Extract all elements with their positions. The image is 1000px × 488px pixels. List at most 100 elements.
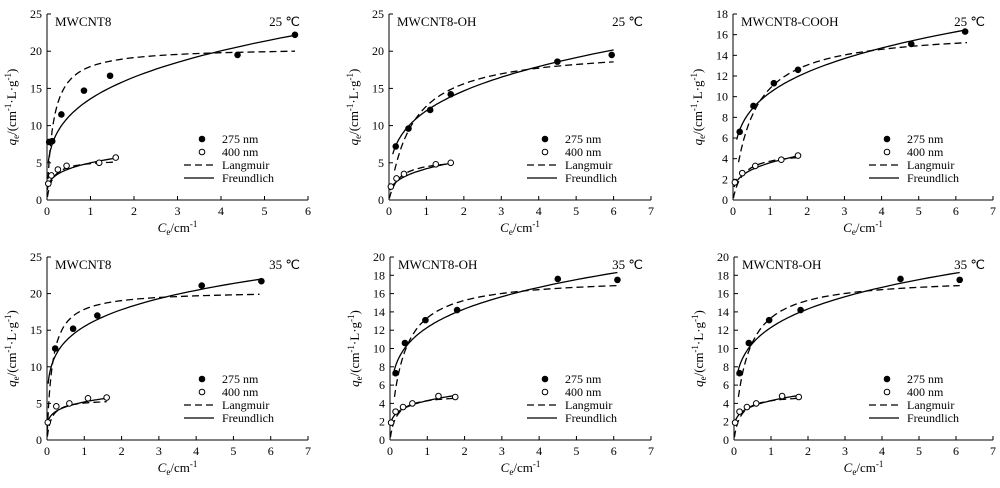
y-tick-label: 10: [717, 342, 729, 356]
point-400nm: [409, 400, 416, 407]
point-275nm: [291, 31, 299, 39]
x-tick-label: 7: [648, 444, 654, 458]
x-tick-label: 0: [387, 444, 393, 458]
chart-panel-3: 0 1 2 3 4 5 6 7024681012141618Ce/cm-1qe/(cm-1·L…: [689, 7, 996, 237]
point-400nm: [112, 154, 120, 161]
langmuir-fit-line: [737, 41, 968, 163]
legend-label: 400 nm: [222, 385, 259, 399]
x-tick-label: 2: [119, 444, 125, 458]
y-tick-label: 2: [723, 415, 729, 429]
point-275nm: [401, 339, 409, 347]
point-275nm: [48, 137, 56, 145]
freundlich-fit-line: [736, 271, 960, 376]
x-tick-label: 6: [953, 444, 959, 458]
point-275nm: [258, 277, 265, 285]
legend-marker-filled: [198, 135, 206, 143]
x-tick-label: 3: [498, 204, 504, 218]
point-275nm: [736, 369, 743, 377]
point-400nm: [63, 162, 70, 170]
legend-label: 400 nm: [565, 145, 602, 159]
point-275nm: [234, 51, 241, 59]
x-tick-label: 2: [462, 444, 468, 458]
y-tick-label: 0: [379, 433, 385, 447]
point-275nm: [392, 143, 400, 150]
legend-label: Freundlich: [907, 411, 959, 425]
x-tick-label: 1: [88, 204, 94, 218]
y-tick-label: 12: [716, 69, 728, 83]
y-tick-label: 0: [378, 193, 384, 207]
x-tick-label: 4: [218, 204, 224, 218]
y-tick-label: 6: [722, 131, 728, 145]
x-tick-label: 2: [804, 204, 810, 218]
point-275nm: [106, 72, 114, 80]
legend-label: 275 nm: [222, 372, 259, 386]
point-400nm: [777, 156, 785, 163]
y-tick-label: 15: [30, 323, 42, 337]
x-tick-label: 4: [879, 204, 885, 218]
panel-temperature: 25 ℃: [612, 14, 643, 29]
point-400nm: [736, 408, 743, 415]
y-tick-label: 18: [716, 7, 728, 21]
langmuir-fit-line: [389, 397, 454, 438]
x-tick-label: 6: [305, 204, 311, 218]
y-tick-label: 14: [373, 305, 385, 319]
point-275nm: [554, 275, 562, 283]
x-tick-label: 7: [648, 204, 654, 218]
point-400nm: [392, 408, 399, 415]
x-axis-title: Ce/cm-1: [158, 219, 198, 237]
legend-label: Langmuir: [907, 158, 954, 172]
chart-panel-4: 0 1 2 3 4 5 6 7 0 5 10 15 20 25 Ce/cm-1 qe/(cm-1·L·g-1)…: [3, 250, 311, 477]
panel-temperature: 35 ℃: [269, 257, 300, 272]
x-tick-label: 5: [916, 204, 922, 218]
x-tick-label: 5: [916, 444, 922, 458]
point-400nm: [794, 152, 802, 159]
langmuir-fit-line: [733, 397, 797, 438]
y-tick-label: 20: [30, 287, 42, 301]
y-tick-label: 0: [36, 193, 42, 207]
chart-panel-5: 0 1 2 3 4 5 6 702468101214161820Ce/cm-1qe/(cm-1…: [346, 250, 654, 477]
point-400nm: [53, 403, 60, 410]
legend-label: Langmuir: [565, 158, 612, 172]
point-400nm: [731, 179, 739, 186]
x-tick-label: 1: [424, 444, 430, 458]
x-tick-label: 4: [536, 204, 542, 218]
langmuir-fit-line: [46, 161, 117, 198]
point-275nm: [453, 306, 461, 314]
point-400nm: [45, 180, 52, 187]
y-tick-label: 2: [722, 172, 728, 186]
y-tick-label: 25: [372, 7, 384, 21]
x-tick-label: 2: [131, 204, 137, 218]
point-400nm: [795, 393, 803, 401]
point-275nm: [51, 345, 59, 352]
point-400nm: [399, 403, 407, 411]
x-axis-title: Ce/cm-1: [500, 219, 540, 237]
point-275nm: [750, 102, 757, 110]
point-275nm: [745, 339, 753, 347]
x-tick-label: 5: [573, 444, 579, 458]
y-tick-label: 10: [716, 90, 728, 104]
point-275nm: [426, 106, 434, 114]
legend-label: Freundlich: [907, 171, 959, 185]
y-tick-label: 14: [716, 48, 728, 62]
y-tick-label: 10: [372, 119, 384, 133]
point-400nm: [44, 419, 52, 426]
point-275nm: [554, 58, 561, 65]
y-tick-label: 5: [36, 156, 42, 170]
x-tick-label: 4: [536, 444, 542, 458]
freundlich-fit-line: [733, 395, 797, 426]
point-400nm: [387, 183, 395, 190]
legend-label: 275 nm: [907, 132, 944, 146]
x-tick-label: 5: [262, 204, 268, 218]
langmuir-fit-line: [388, 163, 453, 199]
langmuir-fit-line: [393, 61, 614, 171]
legend-marker-open: [198, 148, 206, 156]
panel-title: MWCNT8: [55, 14, 111, 29]
x-tick-label: 7: [990, 204, 996, 218]
panel-title: MWCNT8: [55, 257, 111, 272]
legend-label: Freundlich: [565, 171, 617, 185]
point-400nm: [84, 394, 92, 402]
